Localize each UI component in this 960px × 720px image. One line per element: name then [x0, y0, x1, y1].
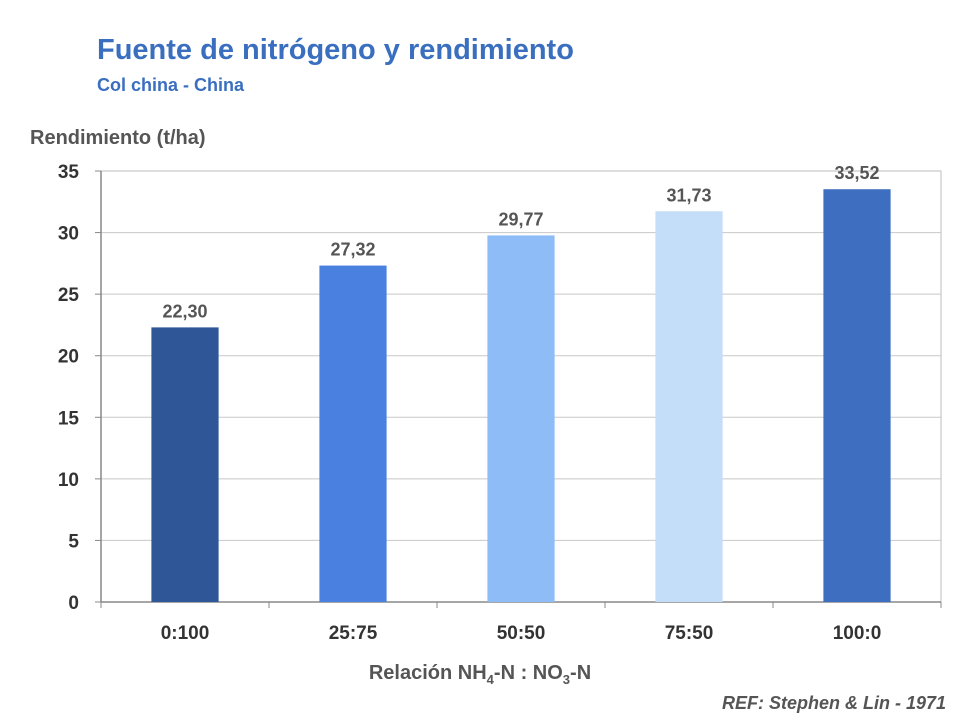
bar	[823, 189, 891, 602]
data-label: 33,52	[834, 163, 879, 183]
y-axis-label: Rendimiento (t/ha)	[30, 127, 206, 149]
x-tick-label: 25:75	[329, 623, 378, 644]
x-axis-label-subscript: 4	[486, 672, 494, 687]
y-tick-label: 0	[68, 593, 79, 614]
data-label: 31,73	[666, 185, 711, 205]
x-tick-label: 50:50	[497, 623, 546, 644]
y-tick-label: 10	[58, 470, 79, 491]
data-label: 22,30	[162, 301, 207, 321]
bar	[655, 211, 723, 603]
x-axis-label: Relación NH4-N : NO3-N	[0, 662, 960, 687]
chart-title: Fuente de nitrógeno y rendimiento	[97, 34, 574, 66]
y-tick-label: 30	[58, 224, 79, 245]
data-label: 27,32	[330, 240, 375, 260]
y-tick-label: 35	[58, 162, 80, 183]
data-label: 29,77	[498, 209, 543, 229]
y-tick-label: 15	[58, 408, 80, 429]
x-tick-label: 100:0	[833, 623, 882, 644]
y-tick-label: 5	[68, 531, 79, 552]
reference-note: REF: Stephen & Lin - 1971	[721, 693, 946, 713]
bar	[319, 265, 387, 602]
bar	[151, 327, 219, 602]
x-axis-label-part: -N	[570, 662, 592, 684]
x-axis-label-subscript: 3	[562, 672, 571, 687]
y-tick-label: 25	[58, 285, 80, 306]
y-tick-label: 20	[58, 347, 79, 368]
x-tick-label: 75:50	[665, 623, 714, 644]
x-axis-label-part: Relación NH	[368, 662, 487, 684]
x-tick-label: 0:100	[161, 623, 210, 644]
x-axis-label-part: -N : NO	[493, 662, 563, 684]
chart-subtitle: Col china - China	[97, 75, 245, 95]
bar	[487, 235, 555, 602]
